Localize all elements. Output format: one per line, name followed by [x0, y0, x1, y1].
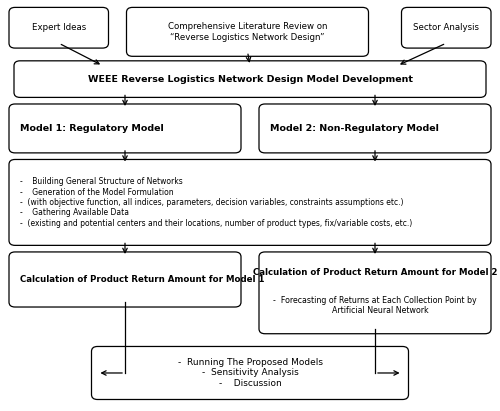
FancyBboxPatch shape: [92, 346, 408, 399]
FancyBboxPatch shape: [9, 104, 241, 153]
FancyBboxPatch shape: [402, 7, 491, 48]
Text: Model 1: Regulatory Model: Model 1: Regulatory Model: [20, 124, 164, 133]
Text: WEEE Reverse Logistics Network Design Model Development: WEEE Reverse Logistics Network Design Mo…: [88, 75, 412, 83]
Text: Comprehensive Literature Review on
“Reverse Logistics Network Design”: Comprehensive Literature Review on “Reve…: [168, 22, 327, 42]
FancyBboxPatch shape: [9, 252, 241, 307]
FancyBboxPatch shape: [14, 61, 486, 97]
Text: Expert Ideas: Expert Ideas: [32, 23, 86, 32]
FancyBboxPatch shape: [259, 104, 491, 153]
FancyBboxPatch shape: [9, 159, 491, 245]
Text: -  Forecasting of Returns at Each Collection Point by
    Artificial Neural Netw: - Forecasting of Returns at Each Collect…: [273, 286, 477, 316]
Text: -    Building General Structure of Networks
-    Generation of the Model Formula: - Building General Structure of Networks…: [20, 177, 412, 228]
Text: Sector Analysis: Sector Analysis: [413, 23, 479, 32]
FancyBboxPatch shape: [9, 7, 108, 48]
Text: Calculation of Product Return Amount for Model 1: Calculation of Product Return Amount for…: [20, 275, 264, 284]
Text: Model 2: Non-Regulatory Model: Model 2: Non-Regulatory Model: [270, 124, 439, 133]
Text: -  Running The Proposed Models
-  Sensitivity Analysis
-    Discussion: - Running The Proposed Models - Sensitiv…: [178, 358, 322, 388]
FancyBboxPatch shape: [259, 252, 491, 334]
FancyBboxPatch shape: [126, 7, 368, 56]
Text: Calculation of Product Return Amount for Model 2: Calculation of Product Return Amount for…: [253, 268, 497, 277]
